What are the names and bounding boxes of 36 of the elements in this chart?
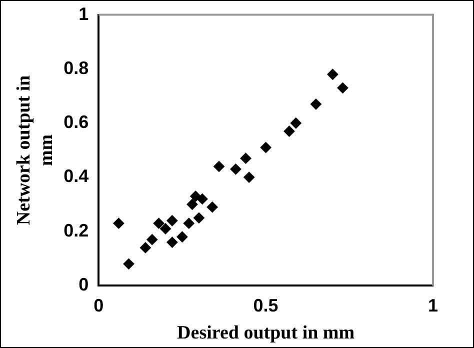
y-tick-label: 0.2 xyxy=(64,220,89,240)
y-tick-label: 0.8 xyxy=(64,58,89,78)
point xyxy=(140,242,151,254)
point xyxy=(190,190,202,202)
point xyxy=(146,234,158,246)
point xyxy=(260,142,272,153)
point xyxy=(193,212,204,224)
point xyxy=(284,126,295,137)
point xyxy=(214,160,224,172)
x-tick-label: 0.5 xyxy=(253,295,278,316)
x-axis-title: Desired output in mm xyxy=(177,322,355,344)
point xyxy=(160,223,171,234)
point xyxy=(183,218,194,229)
y-tick-label: 0.6 xyxy=(64,112,89,132)
point xyxy=(166,215,178,226)
point xyxy=(290,118,302,129)
y-tick-label: 0 xyxy=(78,274,89,295)
point xyxy=(230,164,242,175)
y-tick-label: 0.4 xyxy=(64,166,89,186)
point xyxy=(244,172,255,183)
point xyxy=(196,193,208,204)
point xyxy=(310,98,322,110)
y-tick-label: 1 xyxy=(78,4,89,24)
point xyxy=(327,68,338,80)
x-tick-label: 0 xyxy=(94,295,104,316)
point xyxy=(153,218,164,229)
x-tick-label: 1 xyxy=(428,295,438,316)
point xyxy=(186,198,198,210)
point xyxy=(337,82,348,94)
point xyxy=(176,231,188,242)
point xyxy=(240,152,252,164)
point xyxy=(166,236,178,248)
point xyxy=(206,202,218,213)
y-axis-title: Network output in mm xyxy=(13,74,58,226)
point xyxy=(123,258,134,270)
point xyxy=(113,218,124,229)
